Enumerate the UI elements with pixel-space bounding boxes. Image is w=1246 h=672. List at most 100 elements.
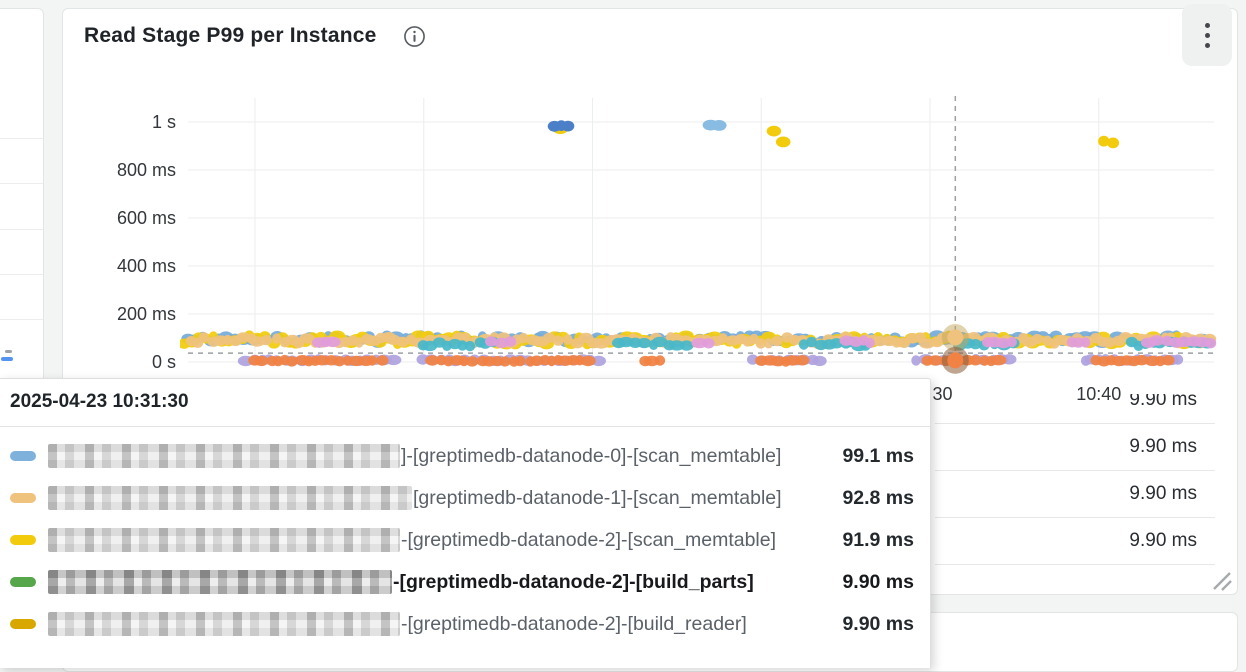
data-point: [969, 339, 982, 350]
series-label: ]-[greptimedb-datanode-0]-[scan_memtable…: [401, 444, 782, 467]
series-label: -[greptimedb-datanode-2]-[scan_memtable]: [401, 528, 777, 551]
tooltip-row: [greptimedb-datanode-1]-[scan_memtable] …: [10, 477, 914, 519]
outlier-point: [775, 136, 791, 148]
data-point: [637, 337, 651, 349]
data-point: [286, 356, 298, 367]
outlier-point: [766, 125, 782, 137]
panel-menu-button[interactable]: [1182, 4, 1232, 66]
data-point: [1149, 335, 1165, 346]
data-point: [396, 336, 409, 347]
divider: [0, 426, 930, 427]
data-point: [806, 336, 817, 348]
adjacent-series-blue: [1, 357, 13, 361]
series-color-swatch: [10, 493, 36, 503]
legend-value-row[interactable]: 9.90 ms: [935, 471, 1215, 518]
data-point: [552, 335, 564, 346]
kebab-icon: [1204, 22, 1210, 48]
data-point: [794, 355, 810, 366]
legend-value: 9.90 ms: [1129, 394, 1197, 410]
redacted-series-name: [48, 570, 392, 594]
data-point: [1080, 337, 1091, 348]
data-point: [333, 356, 346, 367]
data-point: [1172, 354, 1184, 365]
data-point: [928, 355, 943, 366]
highlight-point: [947, 352, 964, 369]
data-point: [1031, 333, 1043, 345]
y-tick-label: 800 ms: [117, 160, 176, 180]
highlight-point: [947, 329, 964, 346]
data-point: [499, 356, 511, 367]
legend-value: 9.90 ms: [1129, 436, 1197, 457]
gridline: [0, 183, 43, 184]
outlier-point: [1098, 135, 1110, 147]
data-point: [755, 338, 767, 349]
series-value: 92.8 ms: [842, 486, 914, 509]
data-point: [906, 333, 920, 344]
gridline: [0, 274, 43, 275]
data-point: [702, 338, 715, 349]
legend-value-row[interactable]: 9.90 ms: [935, 518, 1215, 565]
series-value: 9.90 ms: [842, 570, 914, 593]
panel-header: Read Stage P99 per Instance: [84, 24, 426, 48]
tooltip-row: -[greptimedb-datanode-2]-[scan_memtable]…: [10, 519, 914, 561]
data-point: [504, 336, 517, 347]
data-point: [865, 337, 875, 349]
tooltip-row: -[greptimedb-datanode-2]-[build_parts] 9…: [10, 561, 914, 603]
series-value: 91.9 ms: [842, 528, 914, 551]
data-point: [1205, 338, 1217, 349]
y-tick-label: 200 ms: [117, 304, 176, 324]
data-point: [919, 338, 935, 349]
tooltip-rows: ]-[greptimedb-datanode-0]-[scan_memtable…: [0, 427, 930, 645]
data-point: [272, 333, 282, 344]
data-point: [260, 335, 273, 346]
info-icon[interactable]: [403, 25, 426, 48]
data-point: [385, 354, 402, 366]
data-point: [654, 355, 666, 366]
data-point: [812, 355, 827, 367]
legend-table: 9.90 ms 9.90 ms 9.90 ms 9.90 ms: [935, 394, 1215, 570]
data-point: [1007, 336, 1017, 348]
data-point: [375, 355, 389, 366]
legend-value-row[interactable]: 9.90 ms: [935, 394, 1215, 424]
panel-title: Read Stage P99 per Instance: [84, 24, 377, 47]
data-point: [198, 332, 210, 343]
data-point: [679, 340, 694, 351]
series-label: -[greptimedb-datanode-2]-[build_reader]: [401, 612, 747, 635]
data-point: [969, 355, 982, 366]
gridline: [0, 138, 43, 139]
data-point: [1134, 355, 1149, 366]
redacted-series-name: [48, 444, 400, 468]
data-point: [990, 355, 1007, 366]
data-point: [491, 355, 503, 367]
gridline: [0, 229, 43, 230]
data-point: [771, 335, 783, 347]
data-point: [299, 333, 315, 344]
data-point: [911, 355, 921, 366]
y-tick-label: 400 ms: [117, 256, 176, 276]
series-label: -[greptimedb-datanode-2]-[build_parts]: [393, 570, 754, 593]
data-point: [514, 355, 526, 367]
data-point: [254, 355, 269, 367]
redacted-series-name: [48, 612, 400, 636]
outlier-point: [711, 120, 727, 131]
series-value: 99.1 ms: [842, 444, 914, 467]
data-point: [563, 334, 573, 345]
redacted-series-name: [48, 528, 400, 552]
x-tick-label: 10:40: [1076, 384, 1121, 404]
tooltip-timestamp: 2025-04-23 10:31:30: [10, 391, 189, 412]
redacted-series-name: [48, 486, 412, 510]
series-value: 9.90 ms: [842, 612, 914, 635]
legend-value-row[interactable]: 9.90 ms: [935, 424, 1215, 471]
data-point: [425, 355, 440, 366]
data-point: [518, 332, 529, 344]
series-color-swatch: [10, 577, 36, 587]
y-tick-label: 600 ms: [117, 208, 176, 228]
panel-resize-handle[interactable]: [1210, 569, 1236, 593]
data-point: [367, 355, 377, 366]
series-color-swatch: [10, 535, 36, 545]
data-point: [543, 332, 556, 344]
series-color-swatch: [10, 451, 36, 461]
outlier-point: [1107, 137, 1120, 149]
outlier-point: [561, 120, 575, 132]
